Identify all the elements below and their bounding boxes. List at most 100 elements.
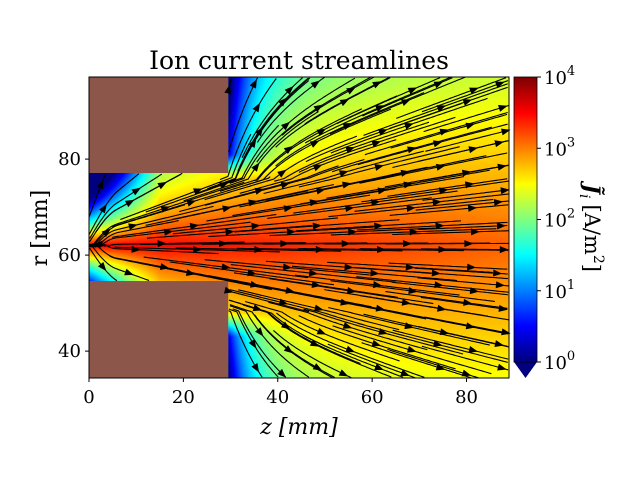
- streamline: [391, 281, 508, 296]
- streamline: [95, 173, 182, 233]
- colorbar-label-subscript: i: [576, 194, 592, 198]
- streamline-arrow: [280, 121, 291, 131]
- streamline: [420, 296, 508, 311]
- streamline: [388, 310, 509, 335]
- streamline: [414, 267, 508, 275]
- streamline: [336, 77, 441, 125]
- streamline-arrow: [495, 81, 505, 89]
- streamline: [418, 140, 508, 162]
- streamline-arrow: [439, 328, 450, 336]
- upper-electrode: [89, 77, 229, 174]
- streamline-arrow: [101, 228, 111, 238]
- x-tick-label: 20: [172, 387, 195, 408]
- streamline-arrow: [438, 246, 448, 254]
- streamline-arrow: [374, 164, 385, 171]
- streamline: [421, 80, 509, 113]
- streamline-arrow: [312, 164, 323, 172]
- streamline-arrow: [469, 287, 480, 295]
- streamline-arrow: [374, 222, 384, 230]
- streamline-arrow: [128, 223, 138, 231]
- colorbar-ticks: 100 101 102 103 104: [537, 64, 575, 374]
- streamline: [228, 77, 258, 153]
- streamline: [364, 111, 508, 156]
- streamline-arrow: [407, 87, 418, 95]
- streamline: [424, 316, 508, 334]
- x-tick-label: 60: [361, 387, 384, 408]
- streamline-arrow: [408, 287, 418, 295]
- plot-frame: [88, 76, 510, 379]
- streamline-arrow: [345, 205, 355, 213]
- streamlines: [88, 76, 511, 379]
- colorbar-extend-triangle: [514, 362, 537, 378]
- streamline: [392, 230, 510, 236]
- streamline-arrow: [312, 222, 322, 230]
- streamline-arrow: [461, 369, 472, 377]
- streamline-arrow: [339, 98, 350, 107]
- streamline-arrow: [278, 97, 287, 107]
- streamline: [273, 329, 352, 379]
- streamline-arrow: [157, 181, 167, 190]
- streamline-arrow: [501, 328, 511, 336]
- streamline-arrow: [497, 363, 507, 371]
- streamline: [89, 205, 214, 248]
- streamline-arrow: [435, 163, 446, 171]
- streamline-arrow: [401, 99, 411, 106]
- streamline-arrow: [131, 187, 141, 196]
- streamline-arrow: [345, 146, 356, 154]
- streamline-arrow: [310, 80, 321, 89]
- streamline-arrow: [375, 304, 386, 312]
- streamline-arrow: [499, 246, 509, 254]
- streamline: [420, 164, 509, 182]
- streamline-arrow: [467, 204, 478, 212]
- streamline: [88, 173, 140, 235]
- streamline-arrow: [224, 84, 232, 95]
- streamline-arrow: [497, 163, 507, 171]
- streamline-arrow: [464, 240, 474, 248]
- streamline-arrow: [338, 170, 349, 177]
- streamline-arrow: [495, 281, 505, 289]
- electrodes: [89, 77, 229, 378]
- streamline-arrow: [370, 199, 381, 207]
- streamline-arrow: [315, 246, 325, 254]
- x-tick-label: 40: [266, 387, 289, 408]
- streamline: [254, 314, 335, 378]
- streamline-arrow: [124, 268, 134, 276]
- streamline-arrow: [433, 81, 444, 89]
- streamline-arrow: [432, 140, 443, 148]
- streamline-arrow: [338, 369, 349, 377]
- streamline-arrow: [277, 169, 287, 178]
- streamline: [232, 308, 286, 378]
- streamline-arrow: [346, 87, 356, 95]
- streamline: [417, 277, 509, 287]
- colorbar-frame: [513, 76, 538, 363]
- x-axis-ticks: 0 20 40 60 80: [83, 378, 478, 408]
- x-tick-label: 80: [455, 387, 478, 408]
- streamline: [425, 129, 508, 152]
- svg-text:J̃i[A/m2]: J̃i [A/m2]: [576, 180, 606, 272]
- streamline: [237, 77, 309, 172]
- streamline: [387, 178, 508, 197]
- streamline-arrow: [374, 363, 384, 371]
- streamline-arrow: [247, 269, 257, 277]
- streamline-arrow: [372, 281, 383, 289]
- streamline-arrow: [254, 246, 264, 254]
- colorbar-tick-label: 102: [544, 207, 575, 232]
- streamline-arrow: [314, 304, 324, 312]
- streamline: [327, 343, 416, 379]
- streamline: [392, 329, 509, 360]
- streamline: [353, 266, 508, 280]
- streamline-arrow: [345, 345, 356, 353]
- streamline-arrow: [316, 128, 327, 136]
- streamline-arrow: [97, 261, 107, 272]
- streamline: [390, 113, 508, 149]
- streamline-arrow: [405, 263, 415, 271]
- streamline: [302, 334, 404, 378]
- streamline-arrow: [248, 339, 257, 349]
- streamline: [229, 299, 361, 365]
- streamline: [415, 200, 509, 211]
- streamline-arrow: [252, 102, 261, 113]
- streamline: [329, 76, 466, 135]
- streamline-arrow: [281, 321, 291, 330]
- streamline: [418, 224, 508, 230]
- streamline-arrow: [494, 340, 504, 347]
